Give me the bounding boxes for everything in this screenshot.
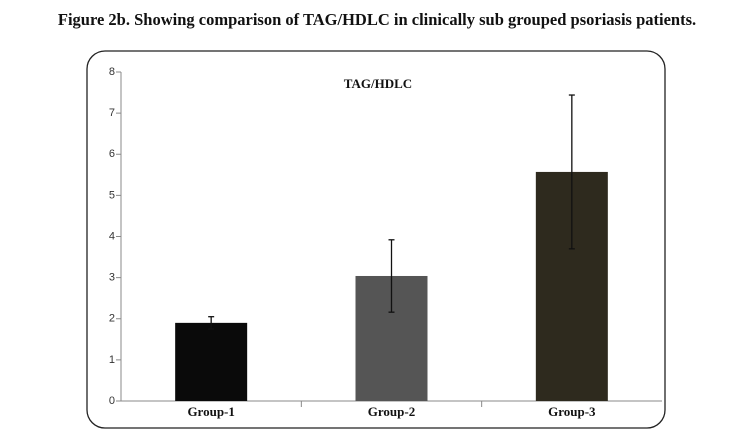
y-tick-label: 1 (109, 354, 115, 366)
y-tick-label: 5 (109, 189, 115, 201)
error-bar (568, 94, 575, 250)
y-tick-label: 7 (109, 107, 115, 119)
y-tick-label: 0 (109, 395, 115, 407)
y-tick-label: 6 (109, 148, 115, 160)
error-bar (208, 316, 215, 330)
error-bar (388, 239, 395, 313)
y-tick-label: 2 (109, 313, 115, 325)
chart-title: Figure 2b. Showing comparison of TAG/HDL… (58, 10, 696, 29)
y-tick-label: 4 (109, 230, 115, 242)
x-tick-label: Group-2 (368, 404, 415, 419)
bar (175, 322, 248, 401)
y-tick-label: 3 (109, 272, 115, 284)
y-tick-label: 8 (109, 66, 115, 78)
plot-title: TAG/HDLC (344, 76, 412, 91)
chart-frame (86, 50, 666, 429)
x-tick-label: Group-3 (548, 404, 596, 419)
x-tick-label: Group-1 (187, 404, 234, 419)
